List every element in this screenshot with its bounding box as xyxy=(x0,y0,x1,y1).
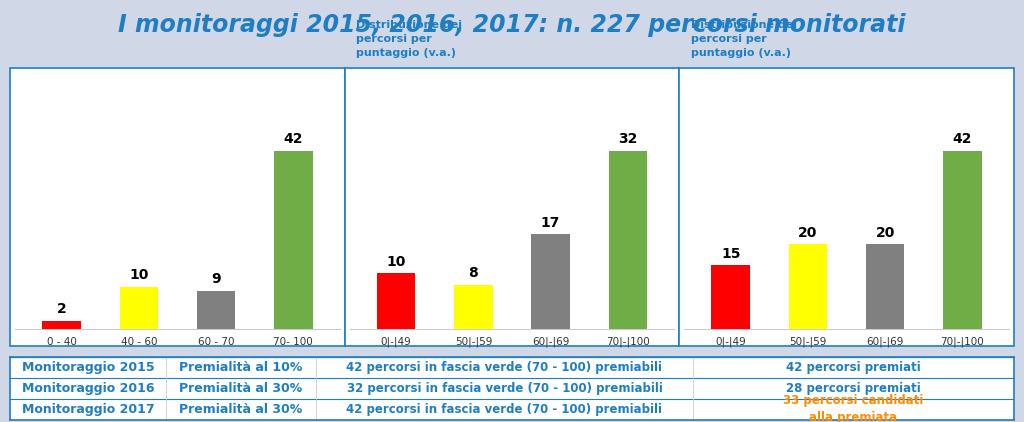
Bar xyxy=(608,151,647,329)
Text: 32: 32 xyxy=(618,133,638,146)
Text: 2: 2 xyxy=(56,302,67,316)
Bar xyxy=(274,151,312,329)
Bar xyxy=(712,265,750,329)
Text: Premialità al 10%: Premialità al 10% xyxy=(179,361,303,373)
Text: 20: 20 xyxy=(876,226,895,240)
Text: 42: 42 xyxy=(952,133,972,146)
Bar xyxy=(866,244,904,329)
Bar xyxy=(943,151,982,329)
Text: Distribuzione dei
percorsi per
puntaggio (v.a.): Distribuzione dei percorsi per puntaggio… xyxy=(356,20,463,58)
Text: 33 percorsi candidati
alla premiata: 33 percorsi candidati alla premiata xyxy=(783,394,924,422)
Bar xyxy=(42,321,81,329)
Text: Premialità al 30%: Premialità al 30% xyxy=(179,403,303,416)
Text: I monitoraggi 2015, 2016, 2017: n. 227 percorsi monitorati: I monitoraggi 2015, 2016, 2017: n. 227 p… xyxy=(118,13,906,37)
Text: Monitoraggio 2015: Monitoraggio 2015 xyxy=(22,361,155,373)
Text: Monitoraggio 2017: Monitoraggio 2017 xyxy=(22,403,155,416)
Bar xyxy=(788,244,827,329)
Text: Monitoraggio 2016: Monitoraggio 2016 xyxy=(22,382,155,395)
Text: 42 percorsi premiati: 42 percorsi premiati xyxy=(785,361,921,373)
Text: 32 percorsi in fascia verde (70 - 100) premiabili: 32 percorsi in fascia verde (70 - 100) p… xyxy=(346,382,663,395)
Text: 20: 20 xyxy=(799,226,817,240)
Bar xyxy=(454,284,493,329)
Text: 9: 9 xyxy=(211,273,221,287)
Text: 17: 17 xyxy=(541,216,560,230)
Text: Premialità al 30%: Premialità al 30% xyxy=(179,382,303,395)
Text: 42 percorsi in fascia verde (70 - 100) premiabili: 42 percorsi in fascia verde (70 - 100) p… xyxy=(346,403,663,416)
Bar xyxy=(197,291,236,329)
Text: Distribuzione dei
percorsi per
puntaggio (v.a.): Distribuzione dei percorsi per puntaggio… xyxy=(691,20,797,58)
Text: 10: 10 xyxy=(386,255,406,269)
Bar xyxy=(531,235,570,329)
Text: 42 percorsi in fascia verde (70 - 100) premiabili: 42 percorsi in fascia verde (70 - 100) p… xyxy=(346,361,663,373)
Text: 15: 15 xyxy=(721,247,740,261)
Bar xyxy=(120,287,158,329)
Text: 28 percorsi premiati: 28 percorsi premiati xyxy=(785,382,921,395)
Text: 10: 10 xyxy=(129,268,148,282)
Bar xyxy=(377,273,416,329)
Text: 8: 8 xyxy=(469,266,478,280)
Text: 42: 42 xyxy=(284,133,303,146)
